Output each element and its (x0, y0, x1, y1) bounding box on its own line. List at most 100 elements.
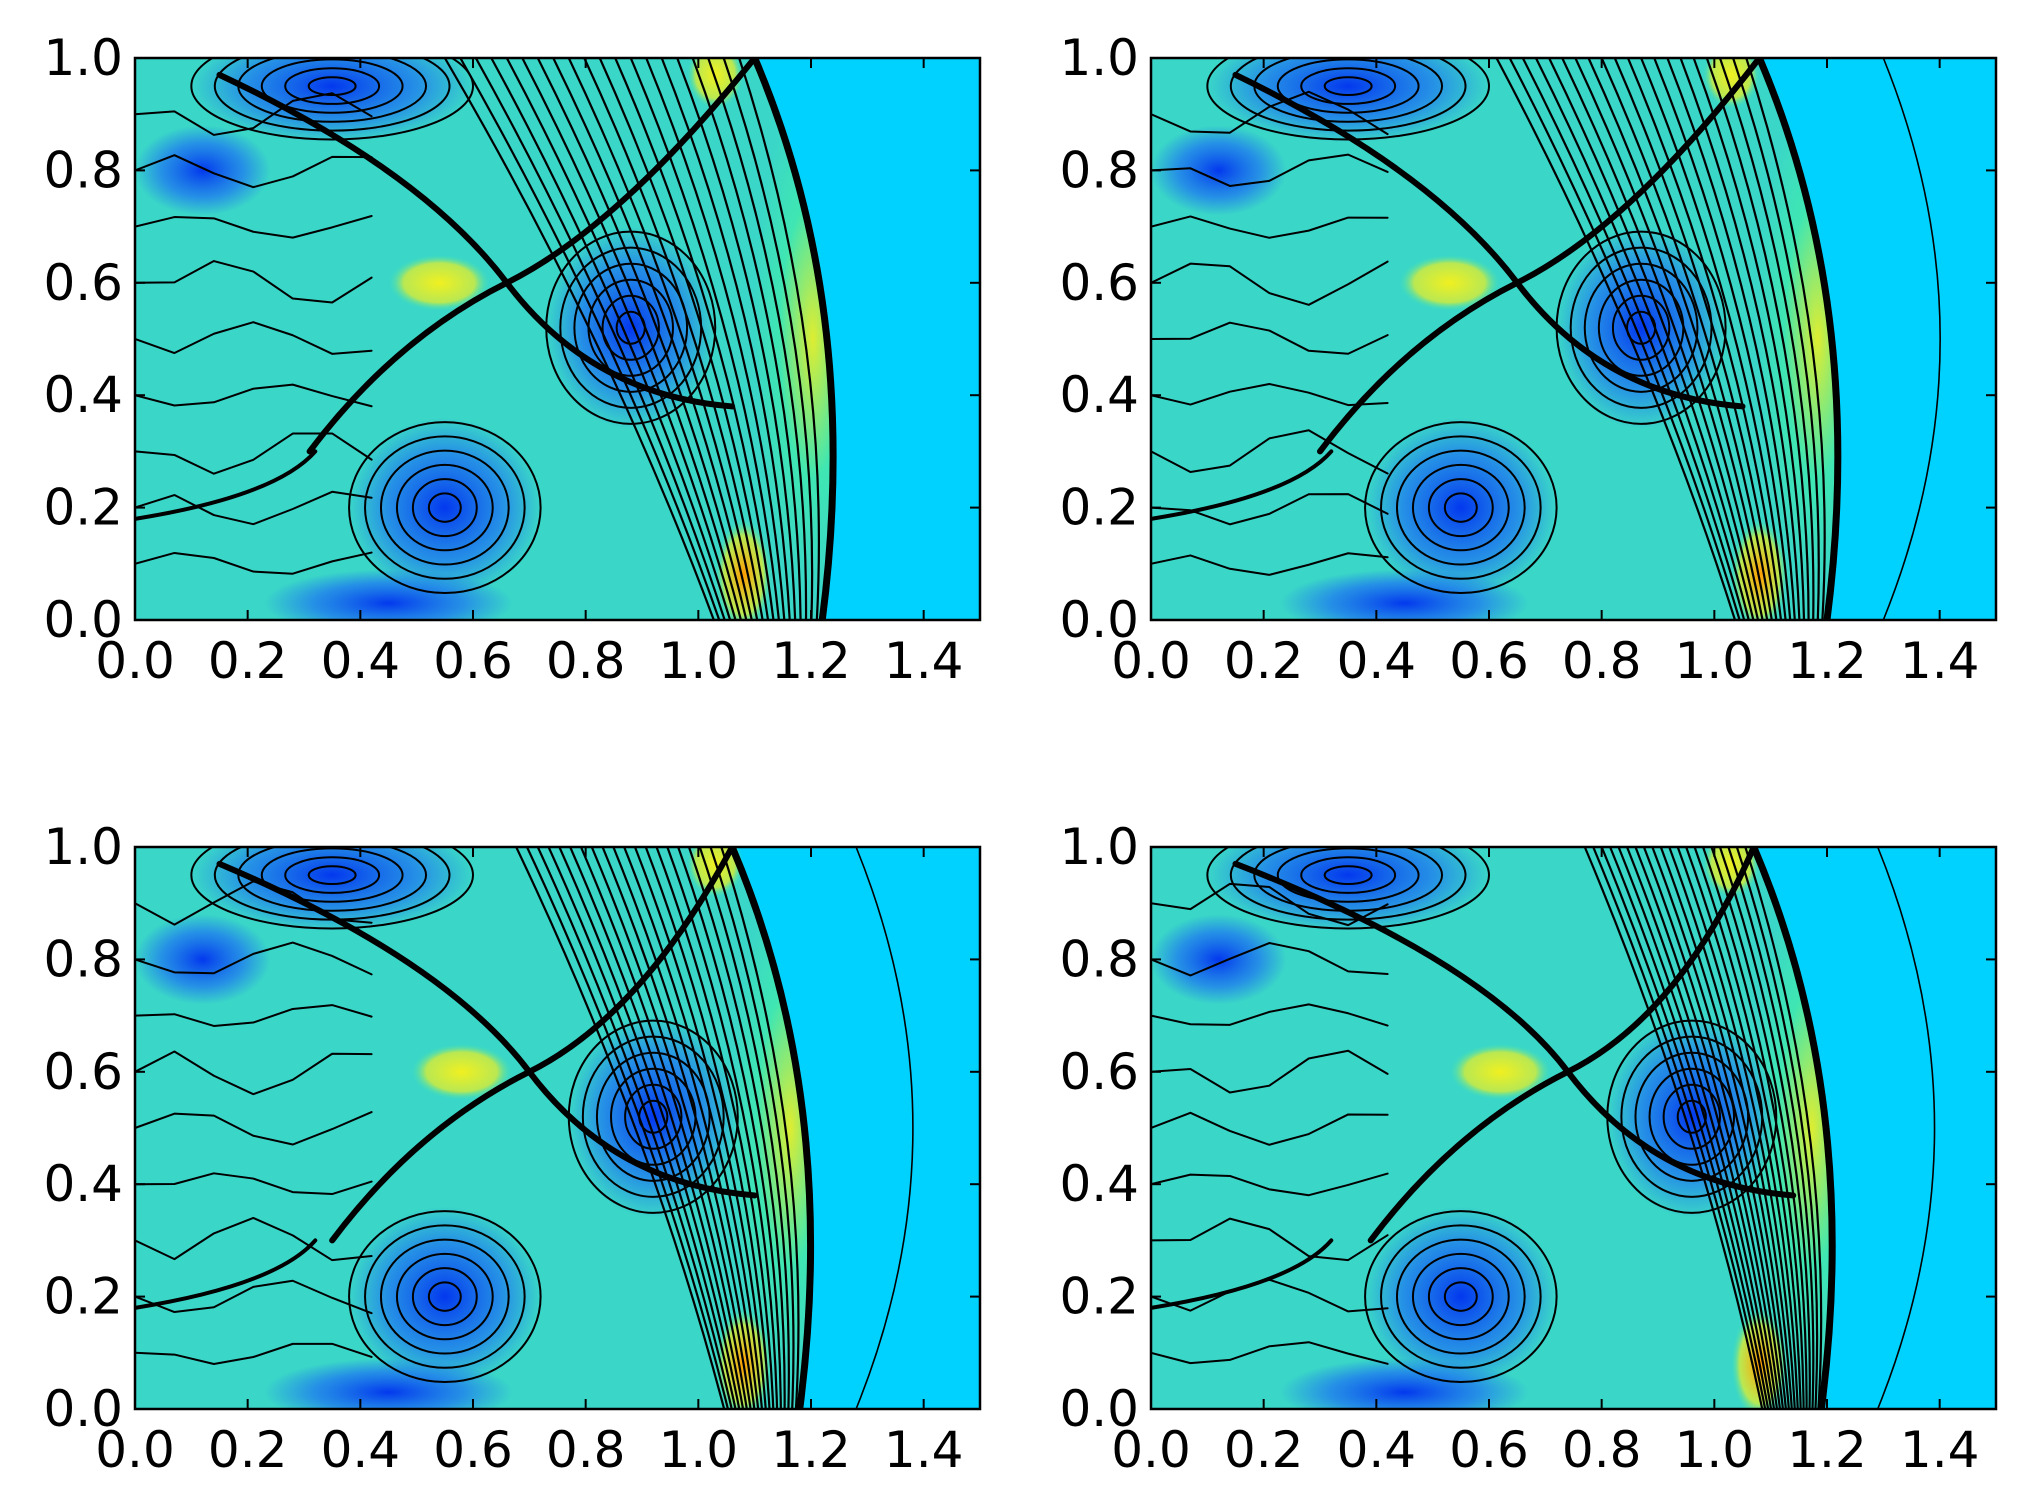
contour-line (1735, 847, 1819, 1409)
contour-line (1653, 58, 1792, 620)
contour-line (1206, 847, 1490, 930)
contour-line (135, 1050, 373, 1096)
contour-line (1323, 865, 1373, 885)
post-shock-region (1151, 58, 1838, 620)
x-tick-label: 1.4 (1900, 632, 1980, 690)
high-density-region (1398, 254, 1501, 311)
contour-line (1625, 847, 1779, 1409)
contour-line (595, 1051, 711, 1182)
precursor-line (1882, 58, 1941, 620)
contour-line (1151, 1341, 1389, 1365)
contour-line (1411, 463, 1510, 552)
contour-line (1229, 58, 1467, 132)
density-field (1151, 58, 1996, 620)
contour-line (1626, 310, 1657, 345)
x-tick-label: 0.8 (546, 632, 626, 690)
y-tick-label: 0.4 (1059, 366, 1139, 424)
x-tick-label: 0.2 (1224, 1421, 1304, 1479)
contour-line (1229, 847, 1467, 921)
contour-line (1676, 1099, 1707, 1134)
low-density-region (1365, 1206, 1557, 1387)
y-tick-label: 0.0 (1059, 591, 1139, 649)
contour-line (1583, 262, 1699, 393)
x-tick-label: 0.6 (433, 1421, 513, 1479)
y-tick-label: 1.0 (43, 29, 123, 87)
reflected-shock (1232, 71, 1746, 410)
contour-line (615, 310, 646, 345)
contour-line (135, 1004, 373, 1027)
contour-line (677, 847, 782, 1409)
contour-line (1534, 58, 1750, 620)
contour-line (666, 847, 779, 1409)
contour-line (427, 1281, 462, 1312)
contour-line (1574, 58, 1764, 620)
contour-line (135, 1238, 318, 1310)
axes-frame (133, 56, 982, 622)
contour-line (348, 1210, 542, 1384)
contour-line (1569, 246, 1713, 409)
x-tick-label: 1.2 (1787, 1421, 1867, 1479)
x-tick-label: 0.6 (433, 632, 513, 690)
contour-line (1597, 278, 1685, 377)
contour-line (395, 1252, 494, 1341)
contour-line (1151, 382, 1389, 407)
axes-frame (133, 845, 982, 1411)
contour-line (1651, 847, 1787, 1409)
contour-line (1151, 90, 1389, 136)
contour-line (558, 847, 741, 1409)
contour-line (687, 847, 786, 1409)
y-tick-label: 0.2 (43, 1268, 123, 1326)
axes-frame (1149, 845, 1998, 1411)
reflected-shock (1232, 860, 1797, 1199)
contour-line (1679, 58, 1801, 620)
contour-line (1634, 1051, 1750, 1182)
contour-line (135, 1342, 373, 1365)
high-density-region (687, 58, 744, 109)
y-tick-label: 0.2 (1059, 479, 1139, 537)
contour-line (536, 58, 748, 620)
density-field (1151, 847, 1996, 1409)
contour-line (1151, 1172, 1389, 1197)
contour-line (135, 92, 373, 136)
contour-line (598, 58, 770, 620)
y-tick-label: 0.6 (43, 254, 123, 312)
high-density-region (1449, 1043, 1551, 1100)
contour-line (573, 262, 689, 393)
contour-line (1151, 882, 1389, 927)
contour-line (1592, 847, 1767, 1409)
contour-line (1364, 1210, 1558, 1384)
contour-line (1508, 58, 1741, 620)
contour-line (738, 58, 820, 620)
contour-line (601, 294, 660, 361)
contour-line (720, 847, 800, 1409)
low-density-region (1365, 417, 1557, 598)
contour-line (1693, 847, 1802, 1409)
low-density-region (191, 58, 473, 143)
contour-line (1151, 1217, 1389, 1262)
contour-line (1380, 435, 1542, 580)
contour-line (1640, 58, 1787, 620)
low-density-region (1207, 58, 1489, 143)
contour-line (1276, 847, 1420, 903)
contour-line (1151, 153, 1389, 187)
low-density-region (1280, 569, 1529, 620)
contour-line (135, 1216, 373, 1262)
contour-line (260, 847, 404, 903)
contour-line (1151, 429, 1389, 475)
low-density-region (349, 417, 541, 598)
contour-line (638, 1099, 669, 1134)
y-tick-label: 0.8 (1059, 930, 1139, 988)
contour-line (1151, 942, 1389, 977)
contour-line (411, 1267, 478, 1327)
shock-front (1755, 58, 1842, 620)
x-tick-label: 0.0 (95, 632, 175, 690)
x-tick-label: 1.0 (1675, 1421, 1755, 1479)
contour-line (379, 1238, 510, 1355)
contour-line (1648, 1067, 1736, 1166)
contour-line (135, 214, 373, 239)
contour-lines (1151, 58, 1941, 620)
x-tick-label: 1.4 (884, 632, 964, 690)
contour-line (443, 58, 715, 620)
low-density-region (264, 569, 513, 620)
low-density-region (264, 1358, 513, 1409)
